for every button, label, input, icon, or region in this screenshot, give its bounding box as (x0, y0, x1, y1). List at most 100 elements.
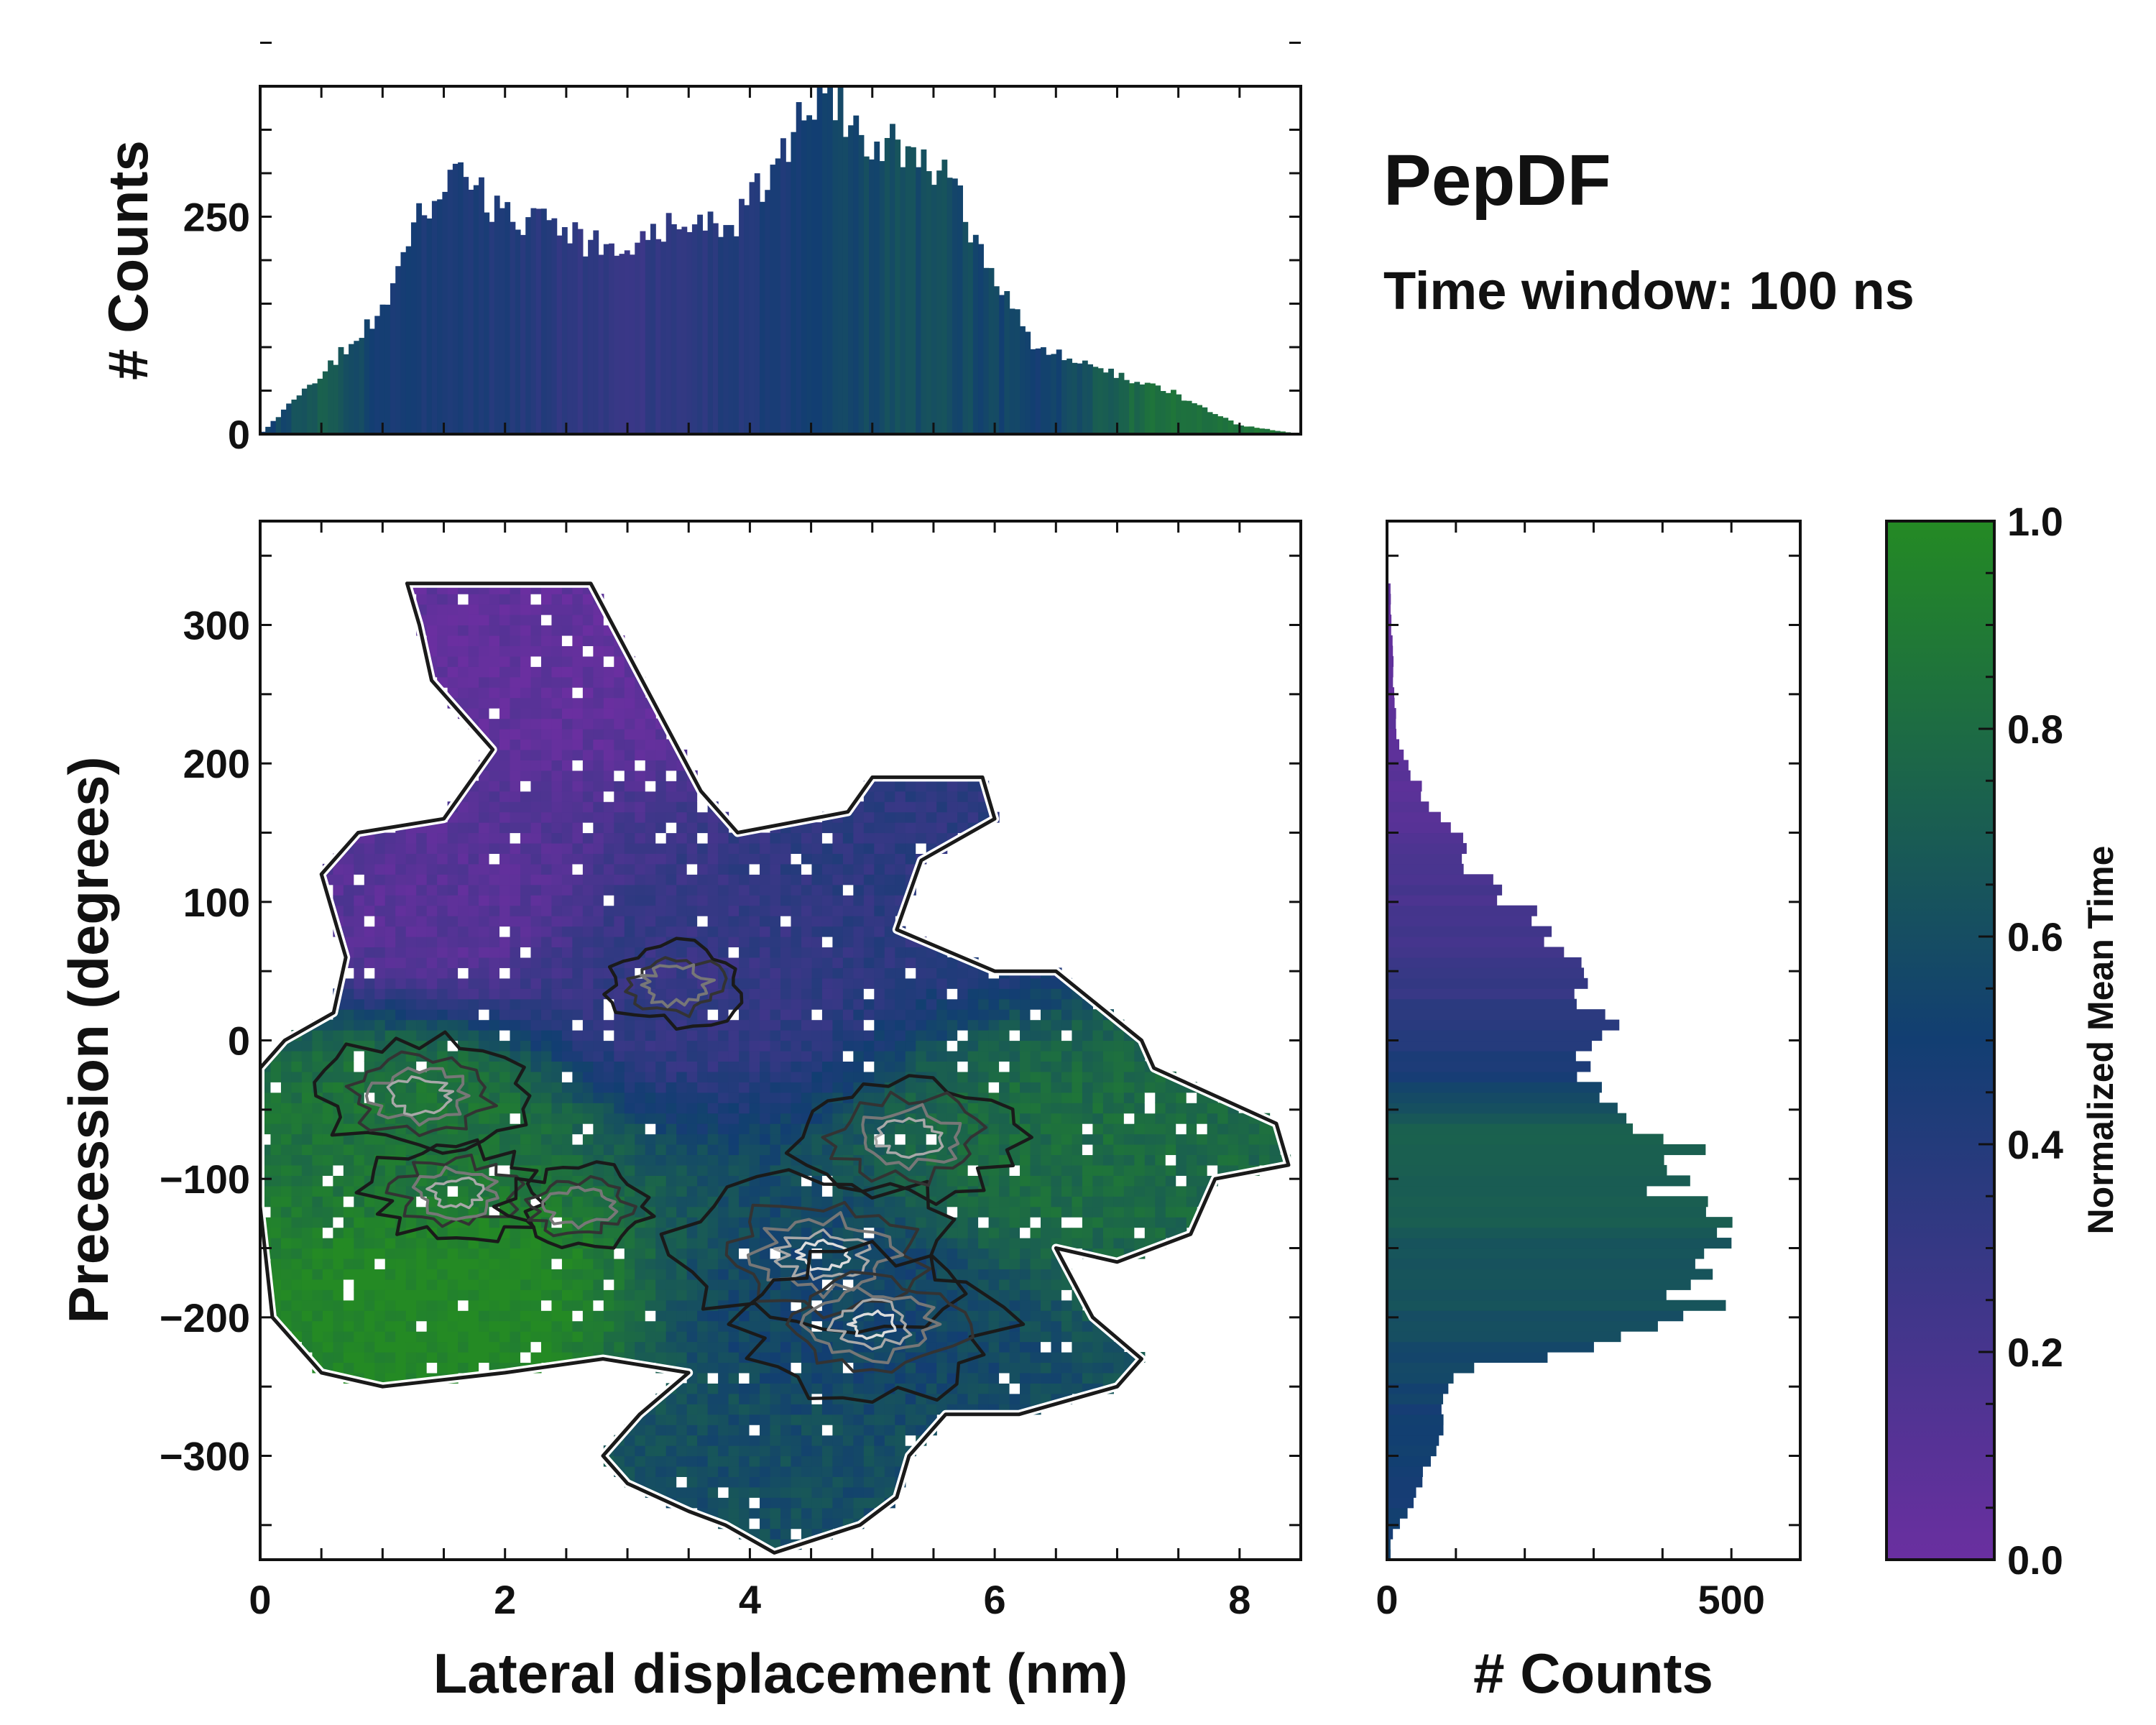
heatmap-cell (603, 842, 614, 854)
heatmap-cell (655, 1258, 667, 1269)
heatmap-cell (426, 615, 438, 626)
heatmap-cell (686, 895, 698, 906)
heatmap-cell (1009, 1092, 1021, 1103)
heatmap-cell (728, 1248, 740, 1259)
heatmap-cell (374, 988, 386, 1000)
heatmap-cell (582, 1133, 594, 1145)
heatmap-cell (728, 1154, 740, 1166)
heatmap-cell (551, 781, 563, 792)
heatmap-cell (354, 874, 365, 886)
heatmap-cell (821, 863, 833, 875)
heatmap-cell (561, 905, 573, 916)
heatmap-cell (842, 1497, 854, 1509)
heatmap-cell (916, 791, 927, 802)
heatmap-cell (665, 760, 677, 771)
heatmap-cell (384, 1269, 396, 1280)
heatmap-cell (676, 770, 688, 781)
heatmap-cell (635, 697, 646, 709)
heatmap-cell (655, 1092, 667, 1103)
heatmap-cell (1020, 1372, 1031, 1384)
heatmap-cell (967, 1383, 979, 1394)
heatmap-cell (1061, 1206, 1073, 1218)
heatmap-cell (395, 1279, 407, 1290)
heatmap-cell (635, 1071, 646, 1082)
heatmap-cell (780, 1019, 792, 1031)
heatmap-cell (697, 1196, 709, 1208)
heatmap-cell (749, 916, 760, 927)
heatmap-cell (842, 1507, 854, 1519)
heatmap-cell (707, 1133, 719, 1145)
heatmap-cell (614, 863, 625, 875)
heatmap-cell (582, 656, 594, 667)
heatmap-cell (458, 947, 469, 958)
heatmap-cell (770, 988, 781, 1000)
heatmap-cell (426, 1279, 438, 1290)
heatmap-cell (322, 1196, 333, 1208)
heatmap-cell (384, 853, 396, 865)
heatmap-cell (853, 1497, 865, 1509)
heatmap-cell (676, 1425, 688, 1436)
heatmap-cell (499, 739, 511, 750)
heatmap-cell (426, 874, 438, 886)
heatmap-cell (458, 625, 469, 636)
heatmap-cell (842, 916, 854, 927)
heatmap-cell (354, 1352, 365, 1363)
heatmap-cell (499, 770, 511, 781)
heatmap-cell (405, 916, 417, 927)
heatmap-cell (551, 1310, 563, 1322)
heatmap-cell (593, 1019, 604, 1031)
heatmap-cell (530, 1289, 542, 1301)
heatmap-cell (821, 1425, 833, 1436)
heatmap-cell (1072, 1372, 1083, 1384)
heatmap-cell (739, 1009, 750, 1021)
heatmap-cell (540, 916, 553, 927)
heatmap-cell (853, 853, 865, 865)
heatmap-cell (395, 1362, 407, 1374)
heatmap-cell (270, 1206, 282, 1218)
heatmap-cell (853, 832, 865, 844)
heatmap-cell (437, 666, 448, 678)
heatmap-cell (520, 1341, 532, 1353)
heatmap-cell (280, 1113, 292, 1124)
heatmap-cell (510, 708, 521, 719)
heatmap-cell (926, 988, 937, 1000)
heatmap-cell (884, 1019, 895, 1031)
heatmap-cell (821, 1050, 833, 1062)
heatmap-cell (437, 594, 448, 605)
heatmap-cell (551, 708, 563, 719)
heatmap-cell (374, 1071, 386, 1082)
heatmap-cell (832, 926, 844, 937)
heatmap-cell (686, 1476, 698, 1488)
heatmap-cell (384, 1300, 396, 1311)
heatmap-cell (479, 708, 490, 719)
heatmap-cell (957, 1040, 969, 1052)
heatmap-cell (707, 1238, 719, 1249)
heatmap-cell (614, 842, 625, 854)
heatmap-cell (447, 1352, 459, 1363)
heatmap-cell (468, 708, 479, 719)
heatmap-cell (1030, 1383, 1041, 1394)
heatmap-cell (1041, 1383, 1052, 1394)
heatmap-cell (364, 957, 375, 968)
heatmap-cell (384, 1258, 396, 1269)
heatmap-cell (967, 1362, 979, 1374)
heatmap-cell (1020, 1341, 1031, 1353)
heatmap-cell (333, 1175, 344, 1187)
heatmap-cell (530, 957, 542, 968)
heatmap-cell (988, 1050, 1000, 1062)
heatmap-cell (270, 1164, 282, 1176)
heatmap-cell (645, 1082, 656, 1093)
heatmap-cell (842, 884, 854, 896)
heatmap-cell (551, 594, 563, 605)
heatmap-cell (405, 1341, 417, 1353)
heatmap-cell (739, 937, 750, 948)
heatmap-cell (530, 604, 542, 615)
heatmap-cell (821, 1009, 833, 1021)
heatmap-cell (489, 1352, 500, 1363)
heatmap-cell (760, 978, 771, 989)
heatmap-cell (988, 1175, 1000, 1187)
heatmap-cell (603, 1071, 614, 1082)
heatmap-cell (791, 967, 802, 979)
heatmap-cell (645, 760, 656, 771)
heatmap-cell (499, 791, 511, 802)
